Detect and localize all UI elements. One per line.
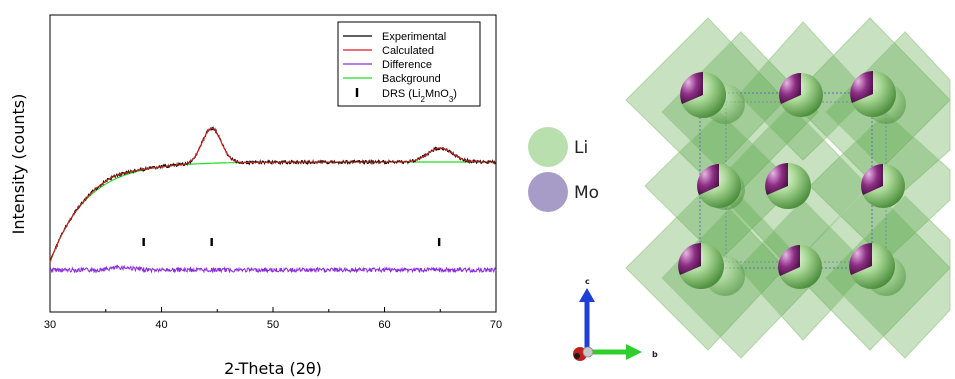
- octahedron: [625, 185, 786, 351]
- legend-mo-swatch: [528, 172, 568, 212]
- atoms: [678, 71, 906, 296]
- octahedron: [809, 111, 951, 261]
- mixed-li-mo-atom: [850, 71, 896, 117]
- legend-label-background: Background: [382, 73, 441, 85]
- mo-occupancy-wedge: [861, 164, 883, 195]
- legend-label-experimental: Experimental: [382, 31, 446, 43]
- mixed-li-mo-atom: [678, 243, 724, 289]
- c-axis-label: c: [585, 277, 590, 286]
- series-difference: [49, 264, 497, 274]
- octahedron: [737, 199, 871, 341]
- c-axis-arrowhead: [579, 288, 595, 302]
- mo-occupancy-wedge: [849, 243, 872, 275]
- legend-label-calculated: Calculated: [382, 45, 434, 57]
- octahedron: [661, 31, 819, 191]
- legend-label-drs: DRS (Li2MnO3): [382, 88, 457, 104]
- series-experimental: [49, 126, 497, 263]
- unit-cell-outline: [699, 92, 873, 269]
- b-axis-label: b: [652, 350, 658, 359]
- mo-occupancy-wedge: [678, 243, 701, 275]
- series-layer: [49, 126, 497, 274]
- octahedron: [737, 21, 871, 161]
- mixed-li-mo-atom: [697, 164, 741, 208]
- octahedron: [789, 17, 951, 181]
- octahedron: [625, 17, 786, 181]
- x-axis-ticks: 30 40 50 60 70: [44, 307, 502, 331]
- mo-occupancy-wedge: [765, 163, 788, 195]
- series-background: [49, 161, 496, 263]
- mixed-li-mo-atom: [680, 72, 726, 118]
- mixed-li-mo-atom: [849, 243, 895, 289]
- series-calculated: [49, 127, 496, 263]
- a-axis-end: [573, 347, 587, 361]
- a-axis-tip: [574, 353, 580, 359]
- mo-occupancy-wedge: [778, 245, 800, 276]
- mixed-li-mo-atom: [861, 164, 905, 208]
- element-legend: Li Mo: [528, 127, 599, 212]
- octahedra: [625, 17, 951, 359]
- mixed-li-mo-atom: [779, 73, 823, 117]
- legend-li-label: Li: [574, 138, 588, 158]
- y-axis-label: Intensity (counts): [9, 94, 28, 235]
- octahedron: [789, 185, 951, 351]
- li-atom: [866, 84, 906, 124]
- li-atom: [705, 256, 745, 296]
- unit-cell: [699, 92, 887, 269]
- origin-node: [582, 346, 594, 358]
- reflection-markers: [142, 238, 441, 246]
- legend-mo-label: Mo: [574, 183, 599, 203]
- mo-occupancy-wedge: [680, 72, 703, 104]
- octahedron: [825, 195, 951, 359]
- mixed-li-mo-atom: [765, 163, 811, 209]
- li-atom: [705, 84, 745, 124]
- x-tick-label: 40: [155, 319, 167, 331]
- x-tick-label: 50: [267, 319, 279, 331]
- li-atom: [866, 256, 906, 296]
- x-tick-label: 60: [378, 319, 390, 331]
- legend-li-swatch: [528, 127, 568, 167]
- octahedron: [661, 195, 819, 359]
- octahedron: [644, 111, 796, 261]
- legend-label-difference: Difference: [382, 59, 432, 71]
- octahedron: [825, 31, 951, 191]
- x-axis-label: 2-Theta (2θ): [224, 359, 322, 378]
- octahedron: [711, 104, 869, 269]
- unit-cell-back: [725, 101, 887, 263]
- mo-occupancy-wedge: [850, 71, 873, 103]
- mixed-li-mo-atom: [778, 245, 822, 289]
- legend: Experimental Calculated Difference Backg…: [337, 21, 481, 107]
- mo-occupancy-wedge: [779, 73, 801, 104]
- mo-occupancy-wedge: [697, 164, 719, 195]
- li-atom: [705, 170, 745, 210]
- x-tick-label: 30: [44, 319, 56, 331]
- xrd-chart: 30 40 50 60 70 2-Theta (2θ) Intensity (count…: [9, 14, 502, 378]
- b-axis-arrowhead: [626, 344, 642, 360]
- x-tick-label: 70: [490, 319, 502, 331]
- axis-triad: c b: [573, 277, 658, 361]
